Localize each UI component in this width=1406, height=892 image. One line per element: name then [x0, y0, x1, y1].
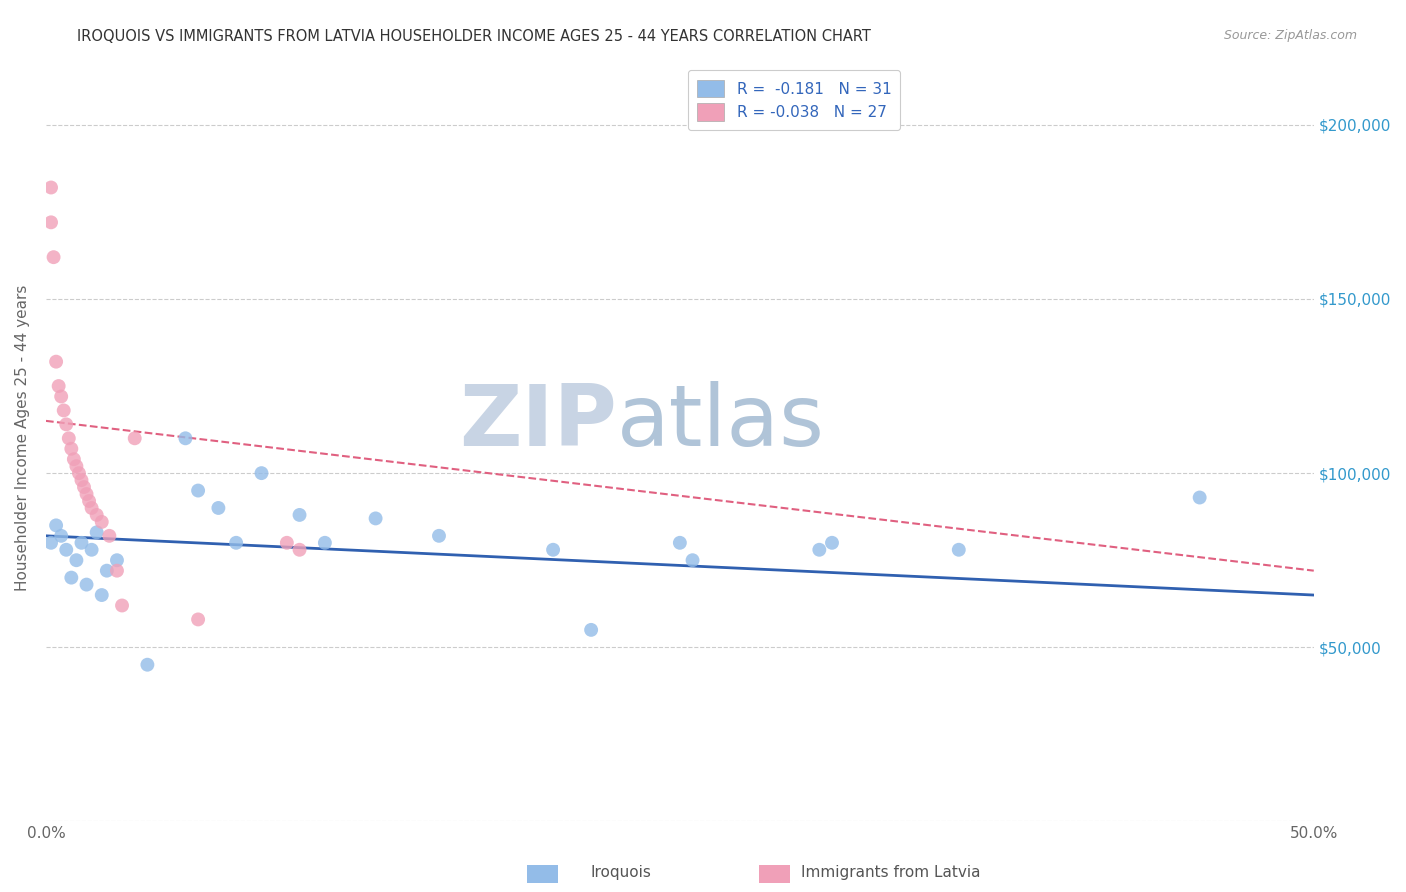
Point — [65, 459, 87, 474]
Point — [96, 564, 118, 578]
Text: IROQUOIS VS IMMIGRANTS FROM LATVIA HOUSEHOLDER INCOME AGES 25 - 44 YEARS CORRELA: IROQUOIS VS IMMIGRANTS FROM LATVIA HOUSE… — [77, 29, 872, 44]
Point — [98, 529, 121, 543]
Text: Source: ZipAtlas.com: Source: ZipAtlas.com — [1223, 29, 1357, 42]
Point — [111, 599, 134, 613]
Point — [39, 536, 62, 550]
Point — [55, 417, 77, 432]
Point — [288, 508, 311, 522]
Point — [187, 612, 209, 626]
Point — [39, 215, 62, 229]
Point — [90, 588, 112, 602]
Point — [39, 180, 62, 194]
Point — [80, 542, 103, 557]
Point — [105, 564, 128, 578]
Point — [124, 431, 146, 445]
Point — [579, 623, 602, 637]
Point — [314, 536, 336, 550]
Point — [207, 500, 229, 515]
Point — [948, 542, 970, 557]
Point — [42, 250, 65, 264]
Point — [45, 354, 67, 368]
Text: atlas: atlas — [616, 382, 824, 465]
Point — [541, 542, 564, 557]
Point — [250, 466, 273, 480]
Point — [364, 511, 387, 525]
Point — [77, 494, 100, 508]
Point — [48, 379, 70, 393]
Point — [55, 542, 77, 557]
Point — [1188, 491, 1211, 505]
Point — [669, 536, 692, 550]
Point — [76, 577, 98, 591]
Point — [60, 442, 83, 456]
Point — [70, 473, 93, 487]
Point — [51, 529, 73, 543]
Text: Iroquois: Iroquois — [591, 865, 651, 880]
Text: Immigrants from Latvia: Immigrants from Latvia — [801, 865, 981, 880]
Point — [60, 571, 83, 585]
Point — [174, 431, 197, 445]
Point — [65, 553, 87, 567]
Point — [76, 487, 98, 501]
Text: ZIP: ZIP — [458, 382, 616, 465]
Point — [105, 553, 128, 567]
Point — [67, 466, 90, 480]
Point — [73, 480, 96, 494]
Point — [682, 553, 704, 567]
Point — [70, 536, 93, 550]
Point — [427, 529, 450, 543]
Point — [288, 542, 311, 557]
Point — [136, 657, 159, 672]
Point — [86, 508, 108, 522]
Point — [90, 515, 112, 529]
Point — [52, 403, 75, 417]
Point — [58, 431, 80, 445]
Point — [808, 542, 831, 557]
Legend: R =  -0.181   N = 31, R = -0.038   N = 27: R = -0.181 N = 31, R = -0.038 N = 27 — [688, 70, 900, 130]
Point — [63, 452, 86, 467]
Point — [86, 525, 108, 540]
Point — [276, 536, 298, 550]
Point — [187, 483, 209, 498]
Point — [821, 536, 844, 550]
Point — [80, 500, 103, 515]
Point — [45, 518, 67, 533]
Y-axis label: Householder Income Ages 25 - 44 years: Householder Income Ages 25 - 44 years — [15, 285, 30, 591]
Point — [51, 390, 73, 404]
Point — [225, 536, 247, 550]
